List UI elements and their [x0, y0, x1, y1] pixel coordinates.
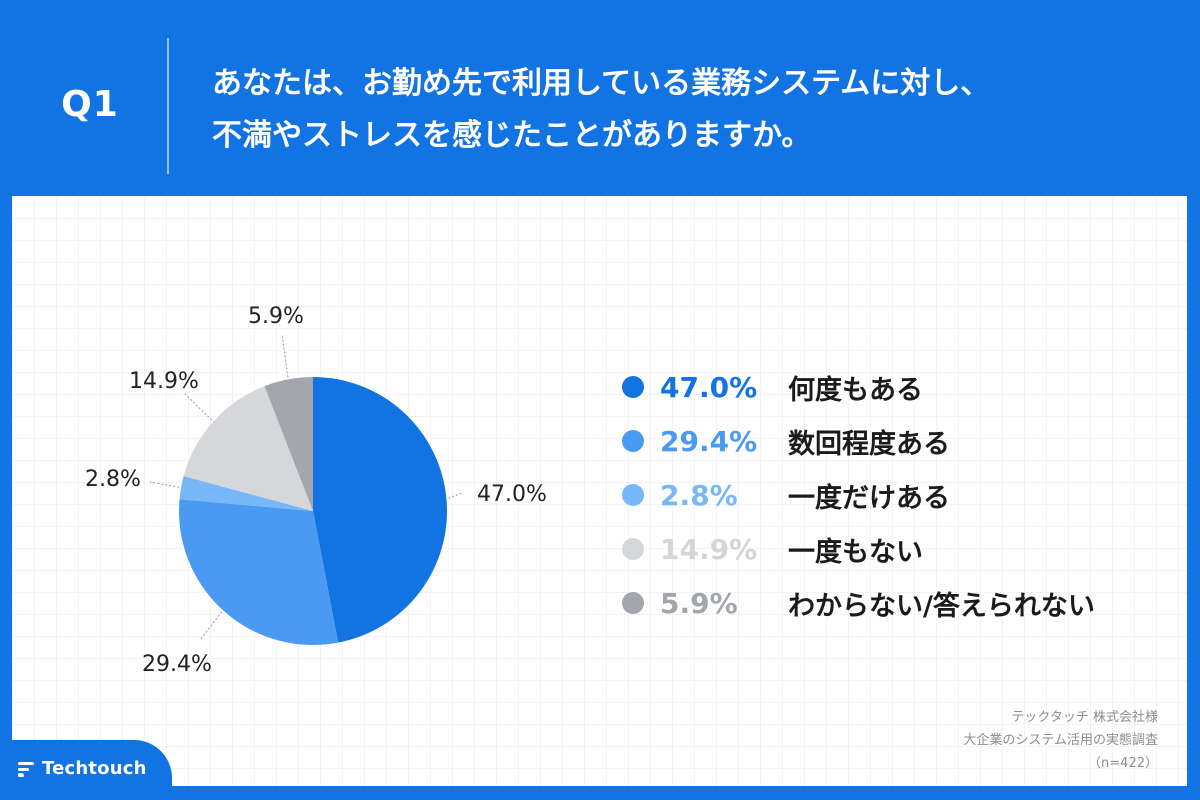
- data-label-unknown: 5.9%: [248, 304, 304, 329]
- source-note: テックタッチ 株式会社様 大企業のシステム活用の実態調査 （n=422）: [963, 706, 1158, 775]
- data-label-never: 14.9%: [129, 369, 199, 394]
- leader-line-several-times: [199, 611, 223, 641]
- header-banner: Q1 あなたは、お勤め先で利用している業務システムに対し、 不満やストレスを感じ…: [0, 0, 1200, 196]
- legend-item-never: 14.9% 一度もない: [622, 522, 1162, 576]
- data-label-frequently: 47.0%: [477, 482, 547, 507]
- legend-value-unknown: 5.9%: [660, 586, 738, 620]
- pie-slice-never: [183, 386, 313, 511]
- source-sample-size: （n=422）: [1088, 756, 1158, 771]
- source-survey-name: 大企業のシステム活用の実態調査: [963, 733, 1158, 748]
- data-label-once: 2.8%: [85, 467, 141, 492]
- legend-label-unknown: わからない/答えられない: [788, 590, 1095, 622]
- legend-swatch-unknown: [622, 592, 644, 614]
- header-divider: [167, 38, 169, 174]
- legend-item-once: 2.8% 一度だけある: [622, 468, 1162, 522]
- data-label-several-times: 29.4%: [142, 652, 212, 677]
- legend-label-once: 一度だけある: [788, 482, 950, 514]
- source-company: テックタッチ 株式会社様: [1011, 710, 1158, 725]
- question-title-line-1: あなたは、お勤め先で利用している業務システムに対し、: [212, 66, 991, 101]
- legend-label-never: 一度もない: [788, 536, 923, 568]
- legend-value-once: 2.8%: [660, 478, 738, 512]
- techtouch-logo-icon: [18, 760, 36, 778]
- legend-swatch-frequently: [622, 376, 644, 398]
- leader-line-unknown: [281, 333, 289, 378]
- legend-value-several-times: 29.4%: [660, 424, 758, 458]
- question-title: あなたは、お勤め先で利用している業務システムに対し、 不満やストレスを感じたこと…: [212, 58, 1172, 162]
- question-title-line-2: 不満やストレスを感じたことがありますか。: [212, 118, 812, 153]
- legend-swatch-once: [622, 484, 644, 506]
- legend-value-frequently: 47.0%: [660, 370, 758, 404]
- legend-value-never: 14.9%: [660, 532, 758, 566]
- legend-item-unknown: 5.9% わからない/答えられない: [622, 576, 1162, 630]
- pie-slice-once: [179, 476, 313, 511]
- brand-name: Techtouch: [42, 758, 147, 779]
- brand-logo: Techtouch: [18, 758, 147, 779]
- pie-slice-frequently: [313, 377, 447, 643]
- legend-swatch-several-times: [622, 430, 644, 452]
- chart-legend: 47.0% 何度もある 29.4% 数回程度ある 2.8% 一度だけある 14.…: [622, 360, 1162, 630]
- leader-line-never: [182, 391, 213, 421]
- legend-item-several-times: 29.4% 数回程度ある: [622, 414, 1162, 468]
- legend-label-frequently: 何度もある: [788, 374, 923, 406]
- legend-swatch-never: [622, 538, 644, 560]
- question-number: Q1: [61, 84, 119, 125]
- legend-label-several-times: 数回程度ある: [788, 428, 950, 460]
- leader-line-once: [149, 481, 180, 488]
- pie-slice-several-times: [179, 499, 339, 645]
- legend-item-frequently: 47.0% 何度もある: [622, 360, 1162, 414]
- leader-line-frequently: [448, 492, 463, 499]
- pie-slice-unknown: [264, 377, 313, 511]
